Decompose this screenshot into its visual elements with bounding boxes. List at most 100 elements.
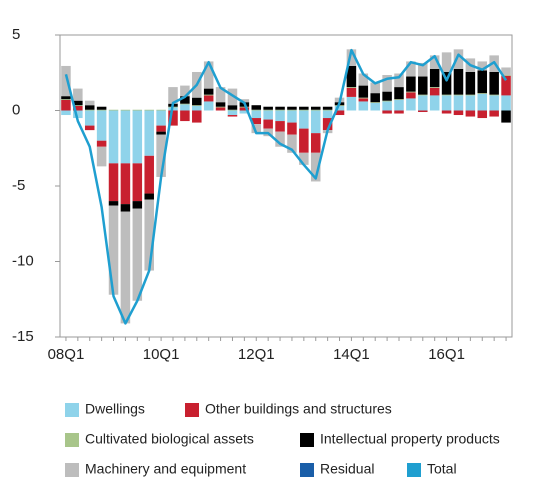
legend-label: Other buildings and structures (205, 401, 392, 417)
bar-segment (156, 131, 166, 135)
bar-segment (322, 106, 333, 110)
bar-segment (251, 124, 262, 134)
bar-segment (73, 88, 83, 101)
bar-segment (108, 110, 119, 164)
bar-segment (61, 110, 71, 116)
bar-segment (61, 99, 71, 100)
bar-segment (322, 109, 333, 111)
bar-segment (299, 128, 309, 153)
bar-segment (251, 109, 262, 111)
bar-segment (61, 96, 71, 100)
bar-segment (156, 134, 166, 177)
bar-segment (287, 109, 297, 111)
bar-segment (406, 92, 416, 99)
bar-segment (215, 106, 226, 108)
bar-segment (84, 125, 95, 131)
bar-segment (441, 94, 452, 96)
bar-segment (263, 109, 273, 111)
bar-segment (489, 95, 499, 111)
bar-segment (203, 95, 214, 102)
x-tick-label: 08Q1 (48, 346, 85, 363)
bar-segment (275, 106, 285, 110)
bar-segment (465, 110, 476, 117)
bar-segment (108, 205, 119, 295)
bar-segment (322, 118, 333, 131)
bar-segment (287, 122, 297, 135)
bar-segment (203, 61, 214, 89)
bar-segment (453, 94, 464, 96)
bar-segment (227, 109, 238, 111)
legend-swatch (65, 403, 79, 417)
legend-swatch (300, 433, 314, 447)
bar-segment (73, 110, 83, 119)
bar-segment (394, 110, 404, 114)
bar-segment (429, 55, 440, 69)
bar-segment (180, 103, 190, 105)
bar-segment (406, 61, 416, 77)
bar-segment (156, 110, 166, 126)
bar-segment (477, 93, 488, 94)
bar-segment (441, 95, 452, 111)
bar-segment (192, 97, 202, 106)
legend-label: Cultivated biological assets (85, 431, 254, 447)
bar-segment (275, 131, 285, 147)
bar-segment (382, 110, 392, 114)
bar-segment (334, 105, 345, 111)
bar-segment (120, 110, 131, 164)
bar-segment (84, 110, 95, 126)
bar-segment (73, 105, 83, 106)
bar-segment (477, 70, 488, 94)
bar-segment (132, 208, 143, 301)
bar-segment (418, 94, 428, 96)
bar-segment (61, 99, 71, 111)
x-tick-label: 10Q1 (143, 346, 180, 363)
bar-segment (477, 61, 488, 71)
bar-segment (251, 118, 262, 125)
bar-segment (501, 67, 511, 76)
bar-segment (299, 106, 309, 110)
y-tick-label: 5 (12, 26, 20, 43)
bar-segment (346, 96, 357, 111)
bar-segment (418, 95, 428, 111)
bar-segment (382, 91, 392, 101)
bar-segment (275, 109, 285, 111)
bar-segment (227, 105, 238, 110)
bar-segment (310, 110, 321, 134)
legend-label: Intellectual property products (320, 431, 500, 447)
bar-segment (180, 85, 190, 97)
bar-segment (477, 110, 488, 119)
bar-segment (227, 88, 238, 106)
bar-segment (501, 110, 511, 123)
bar-segment (406, 91, 416, 93)
bar-segment (358, 101, 369, 111)
bar-segment (441, 110, 452, 114)
bar-segment (310, 109, 321, 111)
bar-segment (180, 110, 190, 122)
bar-segment (489, 71, 499, 95)
bar-segment (203, 94, 214, 96)
bar-segment (132, 201, 143, 209)
y-tick-label: -10 (12, 252, 34, 269)
legend-label: Dwellings (85, 401, 145, 417)
bar-segment (144, 199, 154, 271)
legend-label: Residual (320, 461, 374, 477)
bar-segment (453, 110, 464, 116)
bar-segment (406, 76, 416, 92)
y-tick-label: -15 (12, 328, 34, 345)
bar-segment (287, 134, 297, 153)
bar-segment (239, 107, 250, 111)
bar-segment (453, 68, 464, 95)
bar-segment (203, 88, 214, 95)
bar-segment (192, 105, 202, 106)
bar-segment (192, 105, 202, 111)
bar-segment (156, 109, 166, 111)
bar-segment (418, 110, 428, 113)
bar-segment (96, 109, 107, 111)
bar-segment (358, 85, 369, 98)
bar-segment (180, 96, 190, 104)
bar-segment (429, 95, 440, 111)
bar-segment (168, 87, 178, 104)
bar-segment (346, 65, 357, 88)
bar-segment (299, 152, 309, 165)
